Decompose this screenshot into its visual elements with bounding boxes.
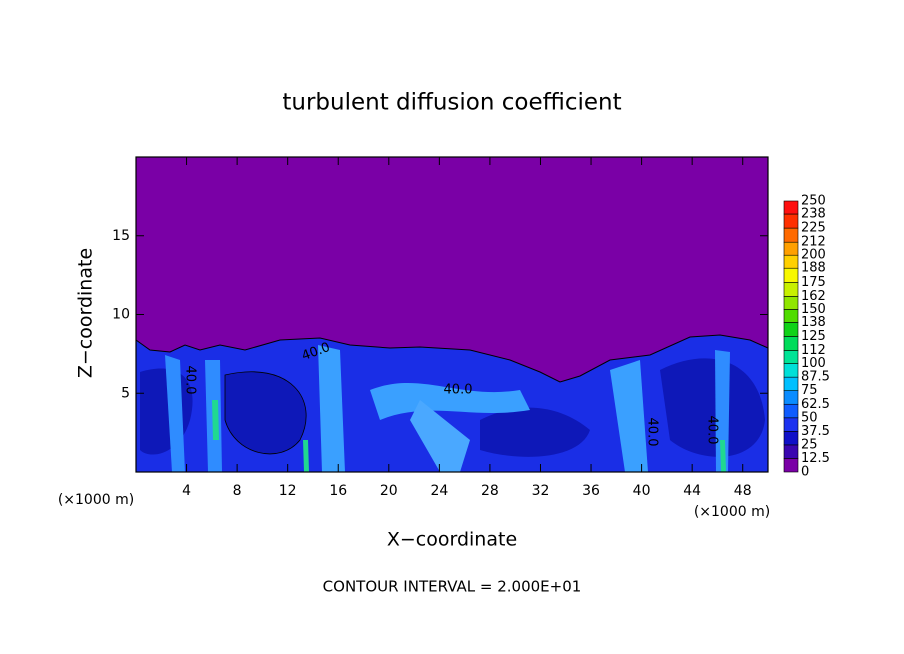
y-tick-label: 15: [112, 228, 130, 244]
colorbar-bin: [783, 336, 799, 351]
field-region: [370, 382, 530, 420]
colorbar-label: 0: [801, 465, 809, 480]
chart-title: turbulent diffusion coefficient: [282, 90, 621, 116]
colorbar-bin: [783, 444, 799, 459]
colorbar-bin: [783, 281, 799, 297]
colorbar-label: 50: [801, 410, 818, 425]
y-axis-label: Z−coordinate: [75, 248, 97, 378]
colorbar-bin: [783, 254, 799, 269]
field-region: [318, 345, 345, 472]
colorbar-bin: [783, 322, 799, 337]
contour-field: [135, 157, 769, 473]
x-unit-label: (×1000 m): [694, 504, 770, 520]
x-tick-label: 4: [182, 483, 191, 499]
colorbar-bin: [783, 267, 799, 283]
colorbar-bin: [783, 363, 799, 378]
contour-label: 40.0: [705, 416, 720, 445]
x-tick-label: 44: [683, 483, 701, 499]
colorbar-label: 37.5: [801, 424, 830, 439]
colorbar-bin: [783, 458, 799, 473]
colorbar-label: 25: [801, 437, 818, 452]
colorbar-label: 162: [801, 289, 826, 304]
colorbar-label: 100: [801, 356, 826, 371]
x-unit-label: (×1000 m): [58, 492, 134, 508]
x-tick-label: 48: [734, 483, 752, 499]
x-axis-label: X−coordinate: [387, 529, 517, 551]
x-tick-label: 12: [279, 483, 297, 499]
colorbar-label: 188: [801, 261, 826, 276]
colorbar-label: 87.5: [801, 370, 830, 385]
x-tick-label: 16: [329, 483, 347, 499]
field-region: [212, 400, 219, 440]
field-region: [660, 358, 765, 457]
field-region: [410, 400, 470, 472]
x-tick-label: 36: [582, 483, 600, 499]
field-region: [720, 440, 726, 472]
y-tick-label: 5: [121, 385, 130, 401]
colorbar-label: 150: [801, 302, 826, 317]
field-region: [610, 360, 648, 472]
x-tick-label: 40: [633, 483, 651, 499]
colorbar-label: 62.5: [801, 397, 830, 412]
colorbar-label: 138: [801, 315, 826, 330]
colorbar-bin: [783, 431, 799, 446]
y-tick-label: 10: [112, 307, 130, 323]
colorbar-bin: [783, 417, 799, 432]
colorbar-label: 225: [801, 221, 826, 236]
colorbar-bin: [783, 200, 799, 215]
colorbar-bin: [783, 296, 799, 310]
x-tick-label: 8: [233, 483, 242, 499]
colorbar-bin: [783, 213, 799, 229]
field-region: [480, 407, 590, 457]
contour-label: 40.0: [444, 383, 473, 398]
colorbar-label: 250: [801, 194, 826, 209]
colorbar-label: 12.5: [801, 451, 830, 466]
colorbar-bin: [783, 350, 799, 364]
field-region: [715, 350, 730, 472]
colorbar-label: 125: [801, 329, 826, 344]
field-region: [165, 355, 185, 472]
colorbar-label: 212: [801, 235, 826, 250]
x-tick-label: 32: [532, 483, 550, 499]
colorbar-bin: [783, 227, 799, 243]
colorbar-label: 75: [801, 383, 818, 398]
colorbar-bin: [783, 403, 799, 419]
colorbar-label: 200: [801, 248, 826, 263]
x-tick-label: 28: [481, 483, 499, 499]
colorbar-bin: [783, 390, 799, 405]
contour-label: 40.0: [183, 366, 198, 395]
contour-label: 40.0: [645, 418, 660, 447]
colorbar-bin: [783, 241, 799, 256]
colorbar-bin: [783, 309, 799, 323]
x-tick-label: 24: [430, 483, 448, 499]
colorbar-label: 112: [801, 343, 826, 358]
field-region: [303, 440, 309, 472]
colorbar-bin: [783, 376, 799, 391]
contour-interval: CONTOUR INTERVAL = 2.000E+01: [323, 578, 582, 596]
colorbar-label: 238: [801, 207, 826, 222]
field-region: [224, 371, 307, 455]
x-tick-label: 20: [380, 483, 398, 499]
colorbar-label: 175: [801, 275, 826, 290]
